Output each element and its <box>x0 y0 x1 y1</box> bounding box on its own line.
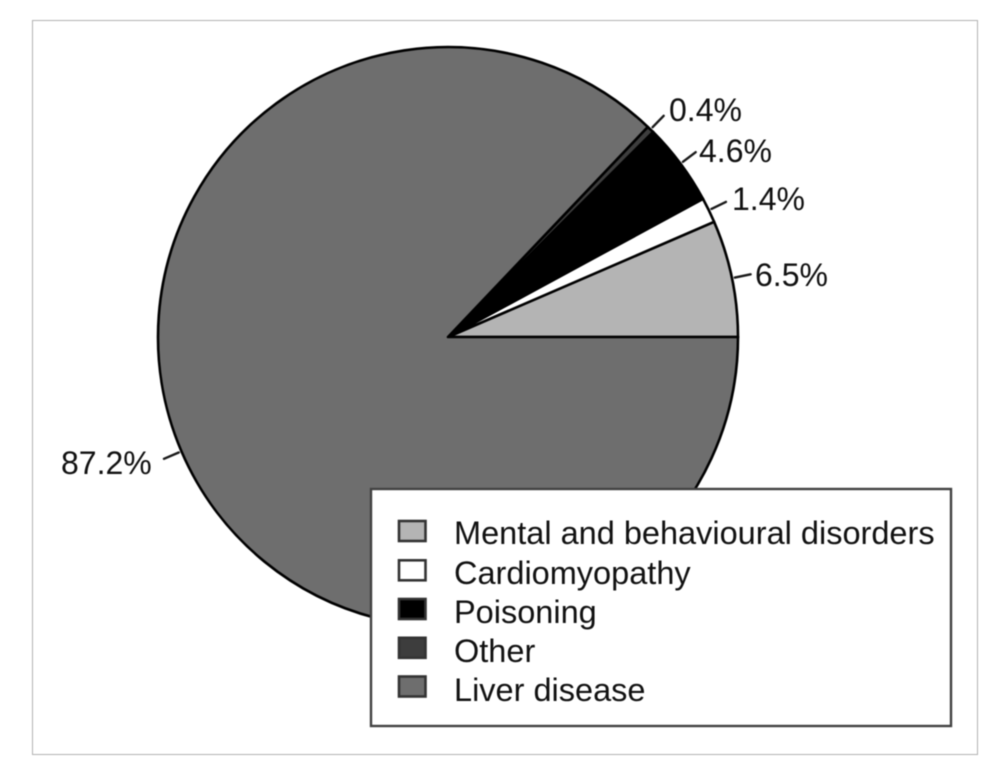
svg-text:0.4%: 0.4% <box>669 92 742 128</box>
svg-text:Poisoning: Poisoning <box>454 594 597 630</box>
svg-text:6.5%: 6.5% <box>755 257 828 293</box>
svg-text:Mental and behavioural disorde: Mental and behavioural disorders <box>454 515 935 551</box>
svg-text:Liver disease: Liver disease <box>454 672 646 708</box>
svg-text:87.2%: 87.2% <box>61 445 152 481</box>
svg-text:Other: Other <box>454 633 535 669</box>
svg-text:1.4%: 1.4% <box>732 181 805 217</box>
svg-text:4.6%: 4.6% <box>699 133 772 169</box>
svg-text:Cardiomyopathy: Cardiomyopathy <box>454 555 691 591</box>
